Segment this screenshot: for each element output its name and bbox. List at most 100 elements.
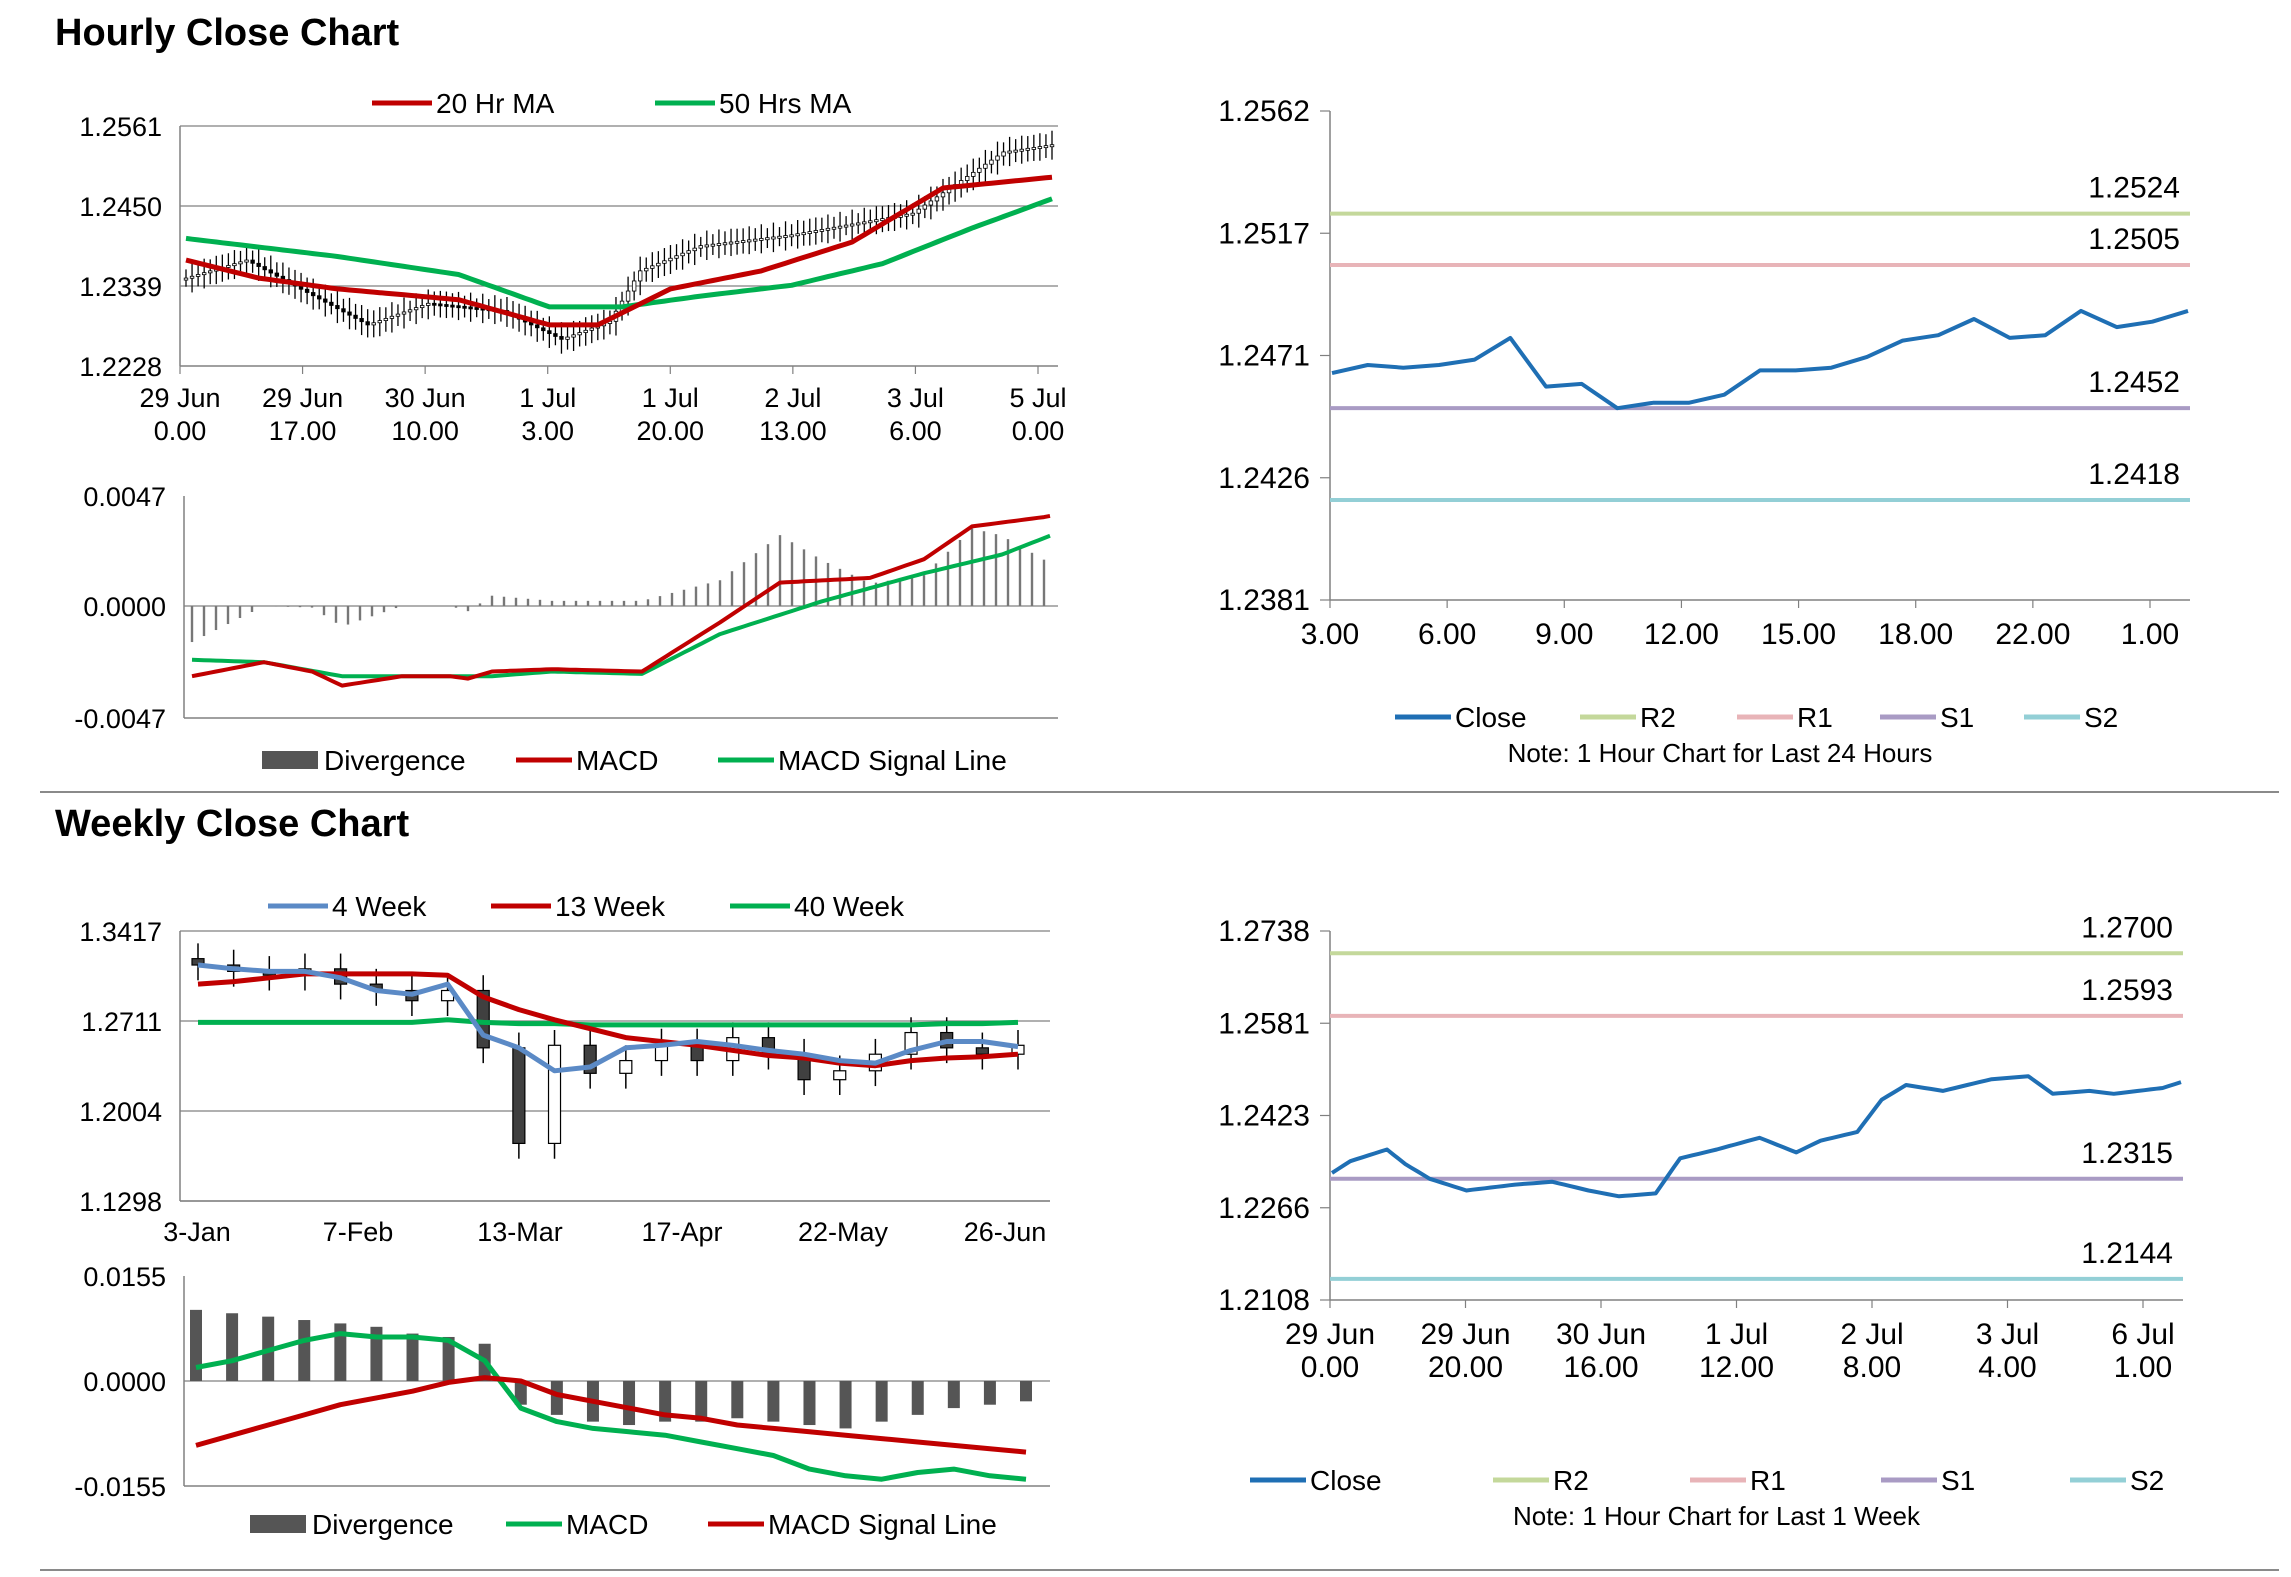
hourly-candle-body	[868, 220, 873, 224]
weekly-divergence-bar	[695, 1381, 708, 1422]
weekly-13wk-line	[197, 971, 1019, 1069]
hourly-24h-x-tick: 15.00	[1761, 618, 1836, 651]
hourly-candle-body	[335, 305, 340, 310]
hourly-candle-body	[995, 155, 1000, 161]
hourly-candle-body	[1043, 145, 1049, 149]
hourly-24h-x-tick: 6.00	[1418, 618, 1476, 651]
hourly-candle-body	[722, 242, 728, 246]
hourly-macd-y-tick: -0.0047	[74, 704, 166, 734]
weekly-1w-close-line	[1330, 1074, 2182, 1199]
hourly-candle-body	[456, 305, 461, 309]
hourly-candle-body	[183, 277, 189, 281]
hourly-candle-body	[825, 227, 831, 231]
hourly-ma20-line	[185, 174, 1053, 328]
hourly-candle-body	[401, 311, 407, 315]
hourly-section-title: Hourly Close Chart	[55, 12, 400, 54]
hourly-legend-macd-signal-label: MACD Signal Line	[778, 745, 1007, 776]
hourly-candle-body	[928, 200, 934, 206]
weekly-x-tick: 13-Mar	[477, 1217, 563, 1247]
weekly-1w-x-tick: 1 Jul 12.00	[1699, 1318, 1774, 1384]
weekly-1w-x-tick: 3 Jul 4.00	[1976, 1318, 2039, 1384]
hourly-candle-body	[541, 327, 546, 332]
hourly-candle-body	[880, 218, 885, 222]
hourly-candle-body	[238, 261, 243, 265]
weekly-divergence-bar	[911, 1381, 924, 1415]
weekly-macd-y-tick: 0.0155	[83, 1262, 166, 1292]
hourly-candle-body	[910, 212, 915, 216]
hourly-candle-body	[837, 225, 843, 229]
weekly-divergence-bar	[298, 1320, 311, 1381]
weekly-legend-4wk-label: 4 Week	[332, 891, 427, 922]
weekly-1w-x-tick: 29 Jun 20.00	[1420, 1318, 1510, 1384]
hourly-24h-y-tick: 1.2426	[1218, 462, 1310, 495]
hourly-legend-ma20-label: 20 Hr MA	[436, 88, 555, 119]
hourly-24h-level-r1-label: 1.2505	[2088, 223, 2180, 256]
hourly-candle-body	[377, 320, 382, 324]
weekly-divergence-bar	[442, 1336, 455, 1381]
hourly-candle-body	[849, 223, 855, 227]
hourly-candle-body	[310, 292, 316, 297]
hourly-24h-level-s1-label: 1.2452	[2088, 366, 2180, 399]
hourly-candle-body	[256, 262, 261, 267]
hourly-candle-body	[1037, 146, 1043, 149]
weekly-divergence-bar	[550, 1381, 563, 1415]
hourly-candle-body	[644, 267, 649, 272]
hourly-candle-body	[807, 231, 812, 234]
hourly-candle-body	[535, 324, 540, 329]
hourly-candle-body	[432, 302, 437, 306]
hourly-candle-body	[795, 233, 800, 237]
weekly-y-tick: 1.3417	[79, 917, 162, 947]
hourly-candle-body	[631, 280, 637, 292]
weekly-legend-macd-label: MACD	[566, 1509, 648, 1540]
weekly-divergence-bar	[623, 1381, 636, 1426]
hourly-24h-legend-s1-label: S1	[1940, 702, 1974, 733]
weekly-1w-legend-s1-label: S1	[1941, 1465, 1975, 1496]
hourly-candle-body	[698, 245, 703, 249]
weekly-y-tick: 1.2004	[79, 1097, 162, 1127]
hourly-candle-body	[1025, 147, 1030, 151]
weekly-x-tick: 3-Jan	[163, 1217, 231, 1247]
hourly-24h-level-r2-label: 1.2524	[2088, 172, 2180, 205]
weekly-divergence-bar	[803, 1381, 816, 1426]
hourly-24h-legend-r1-label: R1	[1797, 702, 1833, 733]
weekly-divergence-bar	[731, 1381, 744, 1419]
hourly-candle-body	[753, 238, 758, 242]
hourly-candle-body	[208, 270, 213, 274]
hourly-candle-body	[323, 298, 328, 303]
hourly-candle-body	[395, 313, 401, 317]
weekly-x-tick: 22-May	[798, 1217, 889, 1247]
hourly-macd-y-tick: 0.0000	[83, 592, 166, 622]
hourly-24h-x-tick: 18.00	[1878, 618, 1953, 651]
hourly-candle-body	[765, 237, 770, 241]
hourly-candle-body	[571, 334, 576, 338]
weekly-divergence-bar	[190, 1309, 202, 1381]
weekly-1w-legend-r1-label: R1	[1750, 1465, 1786, 1496]
hourly-candle-body	[371, 322, 376, 326]
weekly-1w-note: Note: 1 Hour Chart for Last 1 Week	[1513, 1501, 1921, 1531]
hourly-candle-body	[226, 265, 231, 268]
weekly-divergence-bar	[370, 1326, 383, 1381]
weekly-1w-x-tick: 6 Jul 1.00	[2111, 1318, 2174, 1384]
hourly-candle-body	[965, 176, 970, 181]
hourly-x-tick: 2 Jul 13.00	[759, 383, 827, 446]
hourly-24h-legend-close-label: Close	[1455, 702, 1527, 733]
hourly-candle-body	[922, 204, 928, 210]
weekly-legend-divergence-label: Divergence	[312, 1509, 454, 1540]
hourly-candle-body	[232, 263, 237, 267]
hourly-24h-legend-r2-label: R2	[1640, 702, 1676, 733]
hourly-candle-body	[843, 224, 849, 228]
weekly-candle-body	[833, 1070, 847, 1081]
hourly-y-tick: 1.2339	[79, 272, 162, 302]
weekly-y-tick: 1.1298	[79, 1187, 162, 1217]
hourly-candle-body	[747, 239, 752, 243]
hourly-24h-legend-s2-label: S2	[2084, 702, 2118, 733]
hourly-macd-y-tick: 0.0047	[83, 482, 166, 512]
hourly-candle-body	[856, 222, 861, 226]
weekly-divergence-bar	[875, 1381, 888, 1422]
hourly-candle-body	[353, 314, 358, 319]
weekly-candle-body	[512, 1047, 526, 1145]
hourly-candle-body	[710, 243, 716, 247]
hourly-candle-body	[413, 307, 419, 311]
hourly-24h-y-tick: 1.2517	[1218, 217, 1310, 250]
